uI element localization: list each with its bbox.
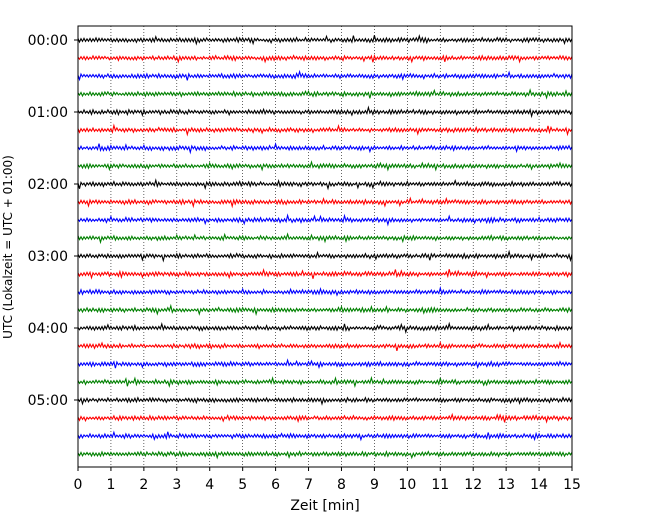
x-tick-label: 15 [563, 477, 581, 493]
seismic-trace [77, 178, 573, 191]
y-tick-label: 05:00 [28, 393, 68, 409]
x-tick-label: 0 [74, 477, 83, 493]
y-tick-label: 01:00 [28, 105, 68, 121]
x-tick-label: 2 [139, 477, 148, 493]
x-axis-ticks: 0 1 2 3 4 5 6 7 8 9 10 11 12 13 14 15 [74, 467, 581, 493]
plot-frame [77, 25, 573, 468]
seismic-trace [77, 213, 573, 227]
seismic-trace [77, 232, 573, 245]
seismic-trace [77, 340, 573, 352]
trace-series [77, 34, 573, 460]
x-axis-label: Zeit [min] [290, 498, 359, 514]
seismic-trace [77, 105, 573, 119]
seismic-trace [77, 412, 573, 424]
x-tick-label: 1 [106, 477, 115, 493]
y-tick-label: 00:00 [28, 33, 68, 49]
seismic-trace [77, 303, 573, 317]
seismic-trace [77, 54, 573, 64]
x-tick-label: 3 [172, 477, 181, 493]
seismic-trace [77, 69, 573, 82]
seismic-trace [77, 450, 573, 460]
seismic-trace [77, 285, 573, 297]
x-tick-label: 14 [530, 477, 548, 493]
x-tick-label: 7 [304, 477, 313, 493]
seismic-trace [77, 358, 573, 370]
x-tick-label: 5 [238, 477, 247, 493]
y-axis-label: UTC (Lokalzeit = UTC + 01:00) [1, 155, 15, 339]
seismic-trace [77, 123, 573, 137]
seismic-trace [77, 142, 573, 155]
x-tick-label: 10 [398, 477, 416, 493]
seismic-trace [77, 249, 573, 263]
y-tick-label: 03:00 [28, 249, 68, 265]
x-tick-label: 4 [205, 477, 214, 493]
seismic-trace [77, 88, 573, 100]
x-tick-label: 8 [337, 477, 346, 493]
x-tick-label: 13 [497, 477, 515, 493]
x-tick-label: 12 [464, 477, 482, 493]
y-tick-label: 02:00 [28, 177, 68, 193]
y-tick-label: 04:00 [28, 321, 68, 337]
x-tick-label: 11 [431, 477, 449, 493]
seismic-trace [77, 34, 573, 46]
seismic-trace [77, 396, 573, 406]
y-axis-ticks: 00:00 01:00 02:00 03:00 04:00 05:00 [28, 33, 78, 409]
seismic-trace [77, 375, 573, 389]
seismic-trace [77, 160, 573, 172]
x-tick-label: 6 [271, 477, 280, 493]
seismic-trace [77, 196, 573, 209]
seismic-trace [77, 267, 573, 280]
seismic-trace [77, 321, 573, 335]
x-tick-label: 9 [370, 477, 379, 493]
seismic-trace [77, 430, 573, 442]
